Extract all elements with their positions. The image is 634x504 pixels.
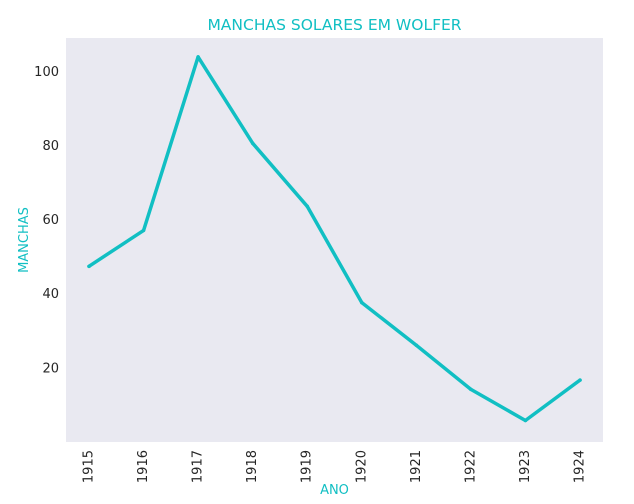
data-point: [196, 55, 200, 59]
x-axis-label: ANO: [320, 483, 349, 498]
data-point: [87, 264, 91, 269]
chart-title: MANCHAS SOLARES EM WOLFER: [207, 16, 461, 34]
x-tick-label: 1919: [300, 450, 315, 483]
data-point: [523, 418, 528, 423]
x-tick-label: 1918: [245, 450, 260, 483]
x-axis-ticks: 1915 1916 1917 1918 1919 1920 1921 1922 1923 1924: [82, 450, 588, 483]
y-tick-label: 20: [42, 361, 59, 376]
x-tick-label: 1917: [191, 450, 206, 483]
data-point: [469, 387, 473, 392]
data-point: [141, 228, 146, 233]
data-point: [414, 343, 419, 348]
plot-area: [66, 38, 603, 442]
x-tick-label: 1921: [409, 450, 424, 483]
y-tick-label: 100: [34, 65, 59, 80]
data-point: [360, 300, 364, 305]
y-axis-ticks: 20 40 60 80 100: [34, 65, 59, 377]
x-tick-label: 1924: [573, 450, 588, 483]
data-point: [305, 204, 309, 209]
x-tick-label: 1915: [82, 450, 97, 483]
x-tick-label: 1922: [463, 450, 478, 483]
y-axis-label: MANCHAS: [17, 207, 32, 273]
y-tick-label: 60: [42, 213, 59, 228]
data-point: [578, 378, 582, 382]
y-tick-label: 40: [42, 287, 59, 302]
data-point: [250, 141, 255, 146]
x-tick-label: 1920: [354, 450, 369, 483]
series-line: [87, 55, 582, 423]
x-tick-label: 1916: [136, 450, 151, 483]
y-tick-label: 80: [42, 139, 59, 154]
series-layer: [87, 55, 582, 423]
x-tick-label: 1923: [518, 450, 533, 483]
